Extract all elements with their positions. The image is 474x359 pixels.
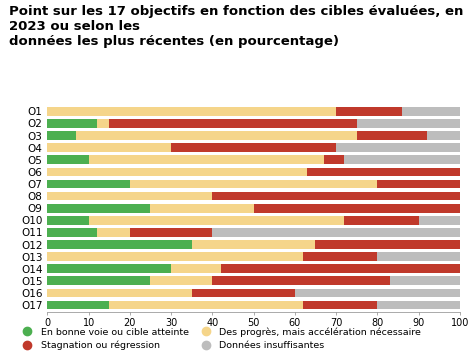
Bar (344, 216, 419, 225)
Bar (47, 289, 191, 297)
Bar (220, 264, 460, 273)
Bar (47, 155, 89, 164)
Bar (171, 143, 336, 152)
Bar (109, 119, 356, 128)
Bar (47, 204, 151, 213)
Bar (47, 216, 89, 225)
Legend: En bonne voie ou cible atteinte, Stagnation ou régression, Des progrès, mais acc: En bonne voie ou cible atteinte, Stagnat… (14, 323, 425, 354)
Bar (47, 228, 97, 237)
Bar (47, 240, 191, 249)
Bar (419, 216, 460, 225)
Bar (130, 228, 212, 237)
Bar (89, 216, 344, 225)
Bar (212, 192, 460, 200)
Bar (468, 204, 474, 213)
Bar (295, 289, 460, 297)
Bar (357, 131, 427, 140)
Bar (47, 301, 109, 309)
Bar (47, 107, 336, 116)
Bar (47, 276, 151, 285)
Bar (47, 143, 171, 152)
Text: Point sur les 17 objectifs en fonction des cibles évaluées, en 2023 ou selon les: Point sur les 17 objectifs en fonction d… (9, 5, 464, 48)
Bar (357, 119, 460, 128)
Bar (171, 264, 220, 273)
Bar (151, 204, 254, 213)
Bar (76, 131, 357, 140)
Bar (47, 252, 303, 261)
Bar (212, 228, 460, 237)
Bar (191, 240, 316, 249)
Bar (151, 276, 212, 285)
Bar (377, 301, 460, 309)
Bar (130, 180, 377, 188)
Bar (97, 228, 130, 237)
Bar (336, 143, 460, 152)
Bar (47, 119, 97, 128)
Bar (316, 240, 460, 249)
Bar (402, 107, 460, 116)
Bar (47, 264, 171, 273)
Bar (89, 155, 324, 164)
Bar (47, 168, 307, 176)
Bar (212, 276, 390, 285)
Bar (109, 301, 303, 309)
Bar (390, 276, 460, 285)
Bar (97, 119, 109, 128)
Bar (324, 155, 344, 164)
Bar (344, 155, 460, 164)
Bar (47, 192, 212, 200)
Bar (303, 301, 377, 309)
Bar (377, 180, 460, 188)
Bar (191, 289, 295, 297)
Bar (336, 107, 402, 116)
Bar (377, 252, 460, 261)
Bar (427, 131, 460, 140)
Bar (303, 252, 377, 261)
Bar (47, 180, 130, 188)
Bar (47, 131, 76, 140)
Bar (307, 168, 460, 176)
Bar (254, 204, 468, 213)
